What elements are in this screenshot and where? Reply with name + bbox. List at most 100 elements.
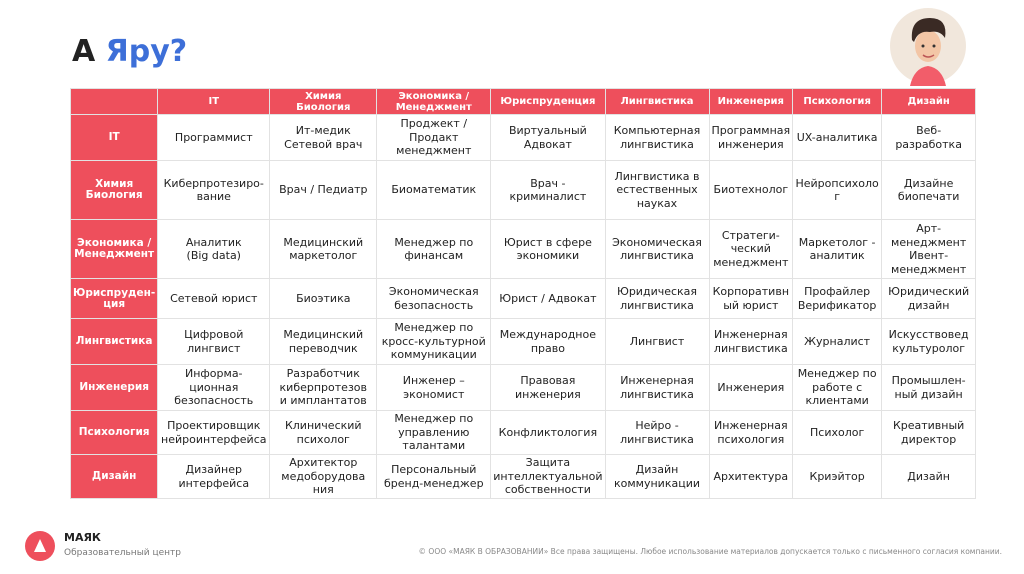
brand-subtitle: Образовательный центр — [64, 548, 182, 558]
row-header: Лингвистика — [69, 318, 159, 365]
table-cell: Разработчик киберпротезов и имплантатов — [269, 364, 378, 411]
brand: МАЯК — [64, 531, 101, 544]
corner-cell — [69, 88, 159, 115]
row-header: IT — [69, 114, 159, 161]
table-cell: Дизайн коммуникации — [604, 454, 710, 499]
table-cell: Юридический дизайн — [881, 278, 977, 319]
table-cell: Инженерная лингвистика — [708, 318, 794, 365]
table-cell: Сетевой юрист — [157, 278, 271, 319]
table-row: Лингвистика Цифровой лингвист Медицинский … — [69, 318, 977, 365]
table-cell: Архитектор медоборудова ния — [269, 454, 378, 499]
table-cell: Экономическая безопасность — [376, 278, 492, 319]
table-cell: Дизайнер интерфейса — [157, 454, 271, 499]
table-cell: Юридическая лингвистика — [604, 278, 710, 319]
table-cell: Маркетолог - аналитик — [792, 219, 883, 279]
table-cell: Правовая инженерия — [490, 364, 606, 411]
table-cell: Криэйтор — [792, 454, 883, 499]
column-header: Экономика / Менеджмент — [376, 88, 492, 115]
logo — [25, 531, 55, 561]
table-cell: Искусствовед культуролог — [881, 318, 977, 365]
table-cell: Компьютерная лингвистика — [604, 114, 710, 161]
table-cell: Киберпротезиро- вание — [157, 160, 271, 220]
table-cell: Менеджер по работе с клиентами — [792, 364, 883, 411]
table-cell: Врач / Педиатр — [269, 160, 378, 220]
column-header: Химия Биология — [269, 88, 378, 115]
table-cell: Арт- менеджмент Ивент- менеджмент — [881, 219, 977, 279]
table-cell: UX-аналитика — [792, 114, 883, 161]
table-cell: Креативный директор — [881, 410, 977, 455]
table-cell: Ит-медик Сетевой врач — [269, 114, 378, 161]
table-cell: Лингвистика в естественных науках — [604, 160, 710, 220]
table-cell: Журналист — [792, 318, 883, 365]
row-header: Юриспруден- ция — [69, 278, 159, 319]
copyright: © ООО «МАЯК В ОБРАЗОВАНИИ» Все права защ… — [418, 547, 1002, 556]
title-part: А — [72, 34, 96, 69]
column-header: Юриспруденция — [490, 88, 606, 115]
table-cell: Конфликтология — [490, 410, 606, 455]
header-row: IT Химия Биология Экономика / Менеджмент Юр… — [69, 88, 977, 115]
table-cell: Лингвист — [604, 318, 710, 365]
career-table: IT Химия Биология Экономика / Менеджмент Юр… — [69, 88, 977, 499]
table-cell: Менеджер по кросс-культурной коммуникаци… — [376, 318, 492, 365]
table-cell: Международное право — [490, 318, 606, 365]
table-cell: Цифровой лингвист — [157, 318, 271, 365]
table-cell: Юрист / Адвокат — [490, 278, 606, 319]
column-header: IT — [157, 88, 271, 115]
table-cell: Проджект / Продакт менеджмент — [376, 114, 492, 161]
table-cell: Инженерная психология — [708, 410, 794, 455]
table-cell: Менеджер по управлению талантами — [376, 410, 492, 455]
table-cell: Программист — [157, 114, 271, 161]
table-cell: Врач - криминалист — [490, 160, 606, 220]
table-cell: Информа- ционная безопасность — [157, 364, 271, 411]
table-cell: Персональный бренд-менеджер — [376, 454, 492, 499]
avatar — [890, 8, 966, 86]
table-cell: Инженерная лингвистика — [604, 364, 710, 411]
table-row: Экономика / Менеджмент Аналитик (Big data… — [69, 219, 977, 279]
table-cell: Аналитик (Big data) — [157, 219, 271, 279]
column-header: Психология — [792, 88, 883, 115]
table-cell: Биоматематик — [376, 160, 492, 220]
table-cell: Медицинский маркетолог — [269, 219, 378, 279]
table-row: Химия Биология Киберпротезиро- вание Врач … — [69, 160, 977, 220]
table-cell: Психолог — [792, 410, 883, 455]
table-cell: Архитектура — [708, 454, 794, 499]
table-cell: Биоэтика — [269, 278, 378, 319]
row-header: Химия Биология — [69, 160, 159, 220]
table-cell: Инженер – экономист — [376, 364, 492, 411]
row-header: Психология — [69, 410, 159, 455]
table-row: Дизайн Дизайнер интерфейса Архитектор медо… — [69, 454, 977, 499]
table-cell: Биотехнолог — [708, 160, 794, 220]
table-cell: Дизайн — [881, 454, 977, 499]
table-row: Психология Проектировщик нейроинтерфейса К… — [69, 410, 977, 455]
column-header: Лингвистика — [604, 88, 710, 115]
table-cell: Клинический психолог — [269, 410, 378, 455]
table-cell: Нейро - лингвистика — [604, 410, 710, 455]
row-header: Дизайн — [69, 454, 159, 499]
table-cell: Веб- разработка — [881, 114, 977, 161]
table-cell: Нейропсихоло г — [792, 160, 883, 220]
table-row: Инженерия Информа- ционная безопасность Ра… — [69, 364, 977, 411]
table-cell: Экономическая лингвистика — [604, 219, 710, 279]
table-cell: Виртуальный Адвокат — [490, 114, 606, 161]
table-cell: Проектировщик нейроинтерфейса — [157, 410, 271, 455]
table-cell: Программная инженерия — [708, 114, 794, 161]
table-row: Юриспруден- ция Сетевой юрист Биоэтика Экон… — [69, 278, 977, 319]
table-cell: Инженерия — [708, 364, 794, 411]
table-row: IT Программист Ит-медик Сетевой врач Продже… — [69, 114, 977, 161]
table-cell: Профайлер Верификатор — [792, 278, 883, 319]
table-cell: Менеджер по финансам — [376, 219, 492, 279]
table-cell: Стратеги- ческий менеджмент — [708, 219, 794, 279]
column-header: Дизайн — [881, 88, 977, 115]
table-cell: Защита интеллектуальной собственности — [490, 454, 606, 499]
row-header: Экономика / Менеджмент — [69, 219, 159, 279]
title: А Яру? — [72, 34, 187, 69]
title-part: Яру? — [105, 34, 188, 69]
table-cell: Корпоративн ый юрист — [708, 278, 794, 319]
column-header: Инженерия — [708, 88, 794, 115]
table-cell: Промышлен- ный дизайн — [881, 364, 977, 411]
table-cell: Медицинский переводчик — [269, 318, 378, 365]
table-cell: Дизайне биопечати — [881, 160, 977, 220]
table-cell: Юрист в сфере экономики — [490, 219, 606, 279]
